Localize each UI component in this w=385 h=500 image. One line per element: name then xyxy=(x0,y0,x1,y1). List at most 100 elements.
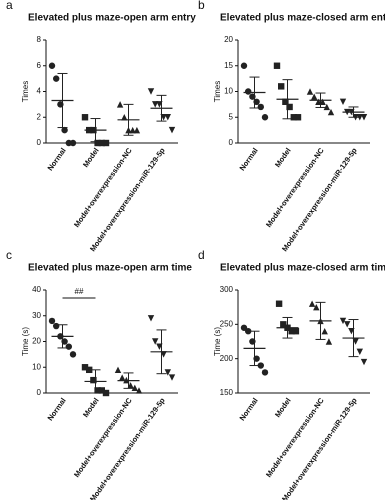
data-point xyxy=(280,321,287,328)
y-tick-label: 200 xyxy=(220,354,234,363)
data-point xyxy=(116,101,124,108)
y-tick-label: 250 xyxy=(220,319,234,328)
data-point xyxy=(48,62,56,69)
data-point xyxy=(253,355,260,362)
data-point xyxy=(53,322,60,330)
panel-label: d xyxy=(198,248,205,262)
data-point xyxy=(81,364,89,371)
data-point xyxy=(147,315,155,322)
panel-label: a xyxy=(6,0,13,12)
data-point xyxy=(65,343,73,350)
data-point xyxy=(240,62,248,69)
data-point xyxy=(339,317,347,325)
data-point xyxy=(102,389,110,397)
y-tick-label: 0 xyxy=(37,138,42,147)
data-point xyxy=(81,114,89,121)
data-point xyxy=(98,387,105,394)
data-point xyxy=(306,88,314,95)
y-axis-label: Time (s) xyxy=(21,327,30,356)
y-tick-label: 20 xyxy=(32,337,41,346)
data-point xyxy=(69,139,77,147)
y-tick-label: 4 xyxy=(37,87,42,96)
data-point xyxy=(102,139,110,147)
x-tick-label: Model xyxy=(81,396,101,419)
data-point xyxy=(69,351,77,358)
data-point xyxy=(311,93,318,100)
data-point xyxy=(53,75,60,82)
data-point xyxy=(121,114,128,121)
data-point xyxy=(286,103,293,111)
x-tick-label: Model+overexpression-NC xyxy=(264,396,326,479)
y-tick-label: 6 xyxy=(37,61,42,70)
data-point xyxy=(288,328,295,335)
x-tick-label: Model+overexpression-NC xyxy=(264,146,326,229)
x-tick-label: Normal xyxy=(238,396,260,422)
data-point xyxy=(275,300,283,307)
data-point xyxy=(245,328,252,335)
data-point xyxy=(294,114,302,121)
x-tick-label: Normal xyxy=(46,146,68,172)
x-tick-label: Model xyxy=(273,146,293,169)
y-tick-label: 10 xyxy=(32,362,41,371)
y-tick-label: 150 xyxy=(220,388,234,397)
data-point xyxy=(325,338,333,345)
y-tick-label: 8 xyxy=(37,35,42,44)
data-point xyxy=(90,376,97,384)
data-point xyxy=(360,358,368,366)
data-point xyxy=(48,317,56,325)
data-point xyxy=(164,369,171,376)
data-point xyxy=(86,366,93,374)
y-axis-label: Times xyxy=(213,81,222,102)
data-point xyxy=(360,114,368,121)
chart-title: Elevated plus maze-open arm entry xyxy=(28,13,196,24)
data-point xyxy=(61,126,68,134)
data-point xyxy=(339,98,347,105)
data-point xyxy=(344,321,351,328)
data-point xyxy=(323,103,330,111)
chart-title: Elevated plus maze-open arm time xyxy=(28,263,192,274)
y-axis-label: Time (s) xyxy=(213,327,222,356)
x-tick-label: Normal xyxy=(46,396,68,422)
data-point xyxy=(327,108,335,116)
data-point xyxy=(168,374,176,381)
panel-label: c xyxy=(6,248,12,262)
y-tick-label: 300 xyxy=(220,285,234,294)
data-point xyxy=(313,303,320,311)
data-point xyxy=(152,338,159,345)
y-tick-label: 5 xyxy=(229,112,234,121)
data-point xyxy=(278,83,285,90)
panel-label: b xyxy=(198,0,205,12)
annotation: ## xyxy=(75,287,84,296)
data-point xyxy=(129,126,136,134)
chart-title: Elevated plus maze-closed arm time xyxy=(220,263,385,274)
data-point xyxy=(261,369,269,376)
data-point xyxy=(290,114,297,121)
data-point xyxy=(261,114,269,121)
data-point xyxy=(114,366,122,374)
data-point xyxy=(253,98,260,106)
y-axis-label: Times xyxy=(21,81,30,102)
data-point xyxy=(164,114,171,121)
data-point xyxy=(282,98,289,105)
y-tick-label: 20 xyxy=(224,35,233,44)
y-tick-label: 10 xyxy=(224,87,233,96)
data-point xyxy=(273,62,281,69)
data-point xyxy=(119,374,126,381)
x-tick-label: Model xyxy=(273,396,293,419)
data-point xyxy=(94,139,101,147)
y-tick-label: 40 xyxy=(32,285,41,294)
data-point xyxy=(245,88,252,95)
y-tick-label: 30 xyxy=(32,311,41,320)
data-point xyxy=(94,387,101,394)
chart-title: Elevated plus maze-closed arm entry xyxy=(220,13,385,24)
x-tick-label: Model xyxy=(81,146,101,169)
data-point xyxy=(152,101,159,108)
x-tick-label: Normal xyxy=(238,146,260,172)
data-point xyxy=(257,362,264,369)
data-point xyxy=(257,103,264,111)
data-point xyxy=(168,126,176,134)
y-tick-label: 2 xyxy=(37,112,42,121)
data-point xyxy=(131,384,138,392)
data-point xyxy=(356,348,363,355)
